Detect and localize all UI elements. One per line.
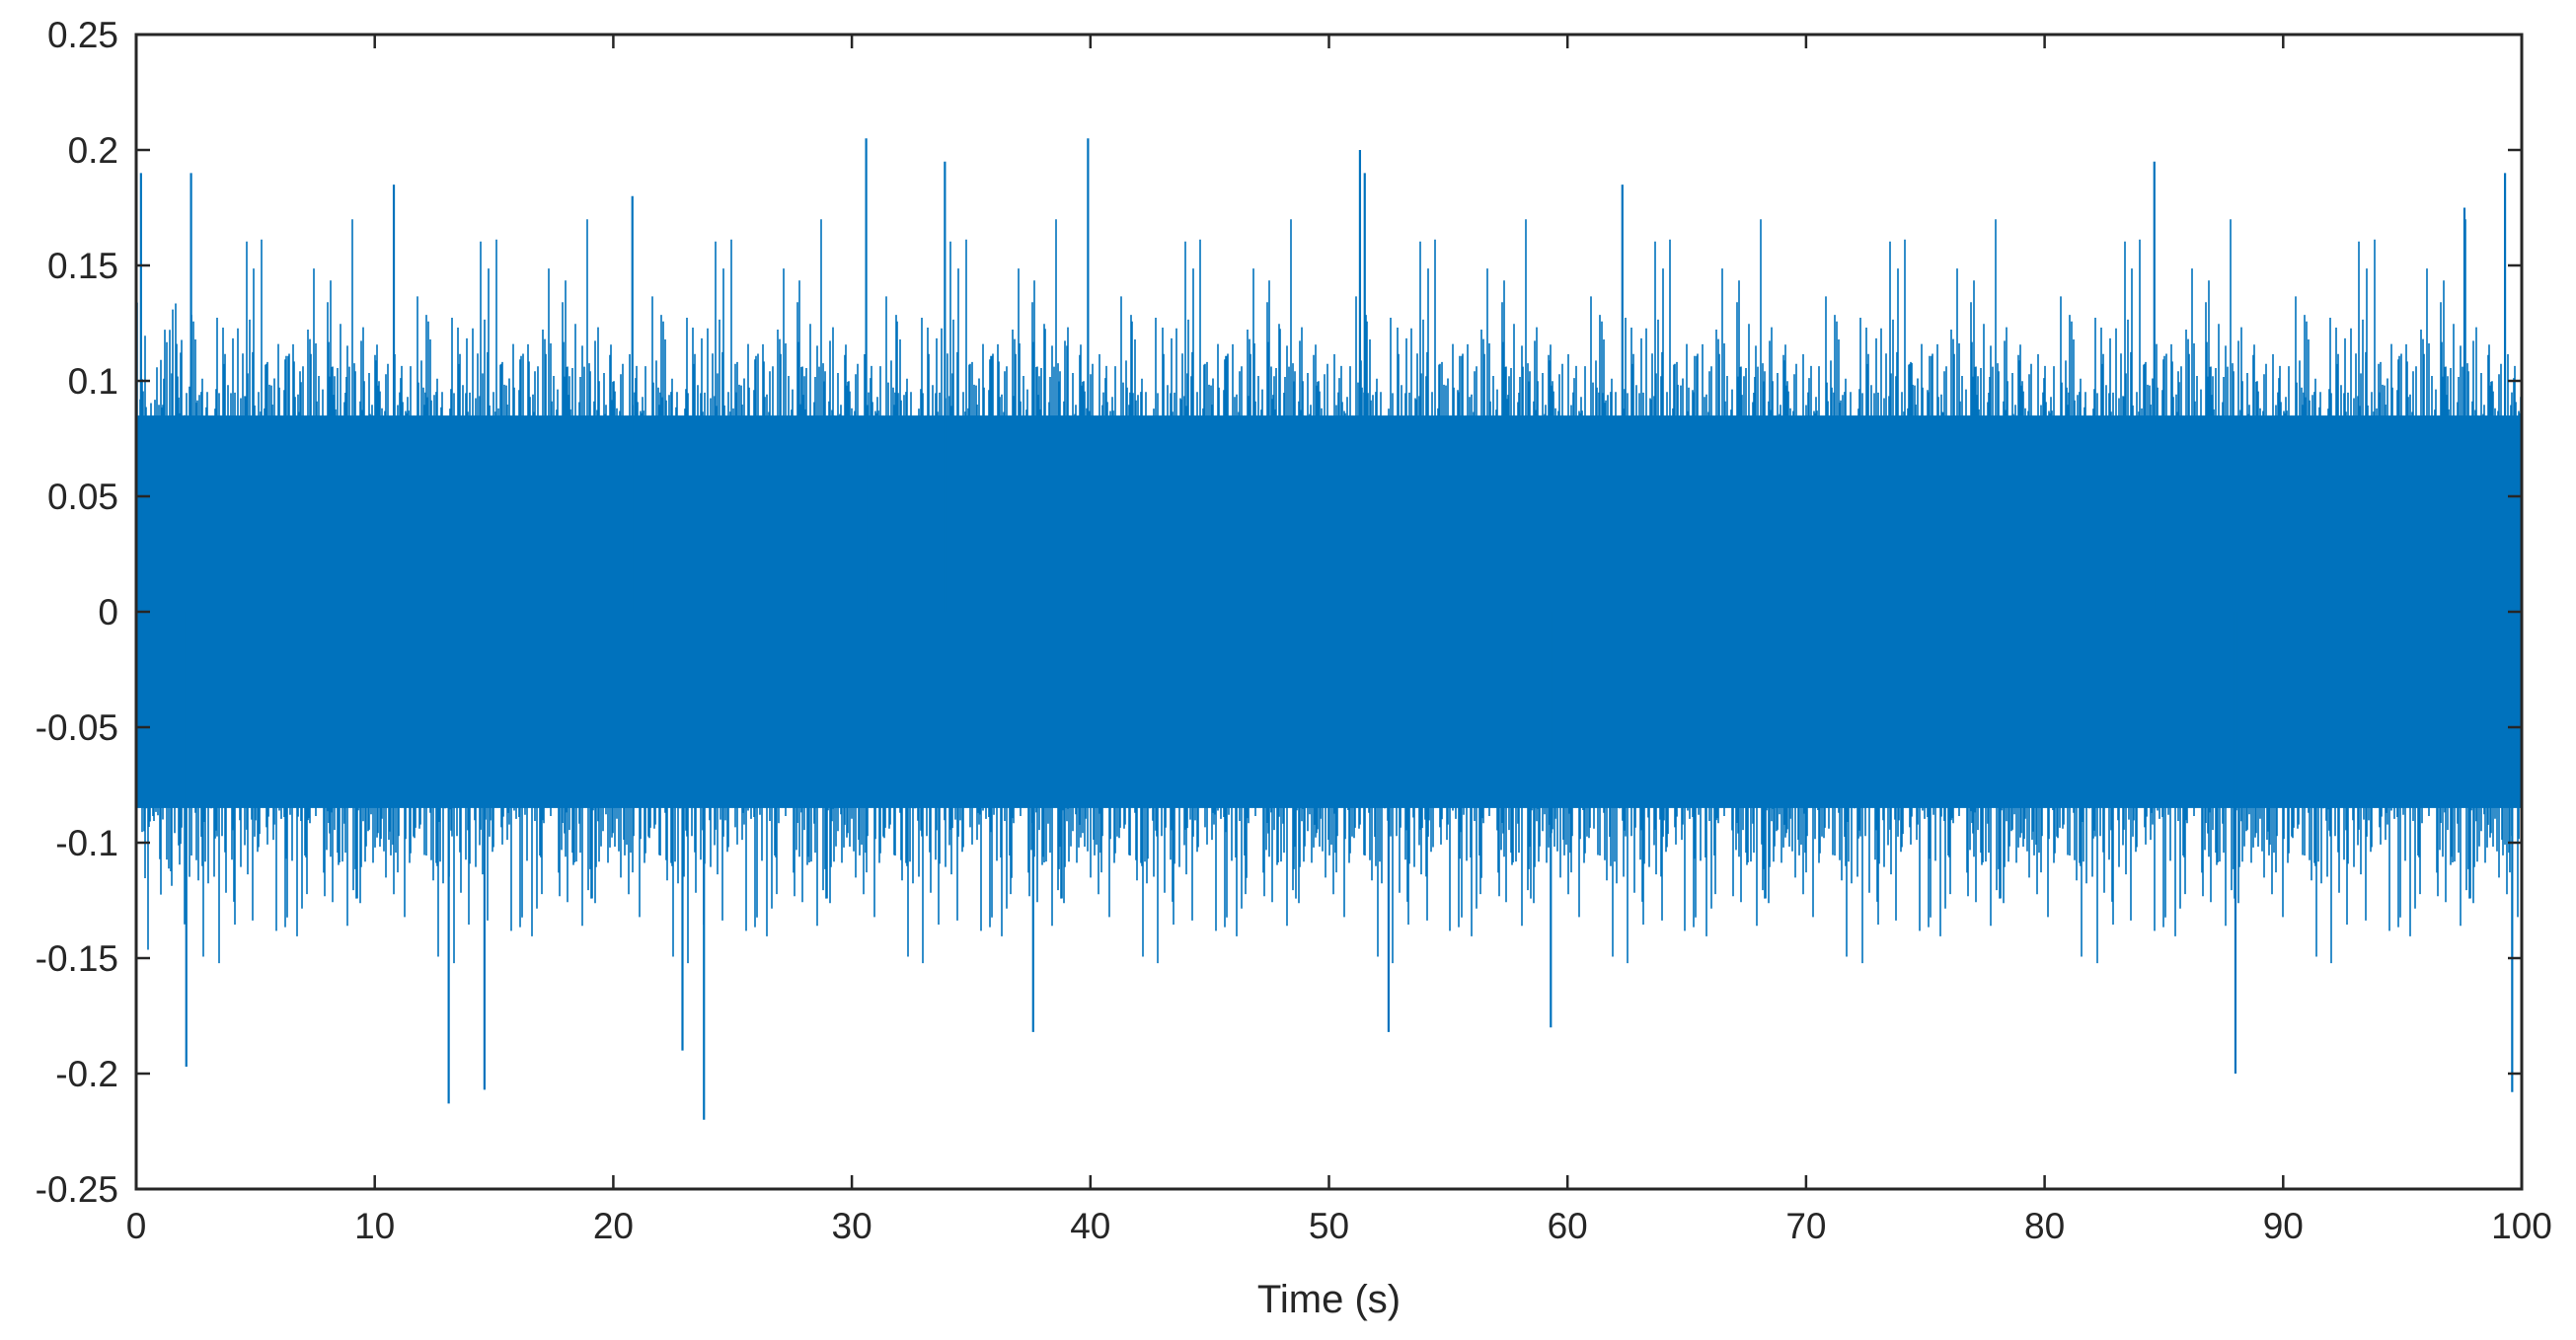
y-tick-label: 0 — [98, 592, 118, 633]
y-tick-label: -0.1 — [55, 823, 118, 863]
x-tick-label: 50 — [1309, 1206, 1349, 1246]
y-tick-label: -0.05 — [36, 707, 118, 748]
y-tick-label: -0.15 — [36, 938, 118, 979]
y-tick-label: 0.05 — [47, 477, 118, 517]
y-tick-label: 0.2 — [68, 130, 118, 171]
x-tick-label: 40 — [1070, 1206, 1110, 1246]
x-tick-label: 10 — [354, 1206, 395, 1246]
x-axis-label: Time (s) — [1257, 1278, 1401, 1321]
y-tick-label: -0.25 — [36, 1169, 118, 1210]
x-tick-label: 90 — [2263, 1206, 2304, 1246]
plot-area — [135, 138, 2523, 1120]
x-tick-label: 70 — [1785, 1206, 1826, 1246]
series-signal-core — [136, 415, 2522, 808]
x-tick-label: 20 — [593, 1206, 634, 1246]
x-tick-label: 30 — [832, 1206, 872, 1246]
axis-ticks: 0 10 20 30 40 50 60 70 80 90 100 0.25 0.2 0.15 0.1 0.05… — [36, 15, 2552, 1246]
y-tick-label: 0.15 — [47, 246, 118, 286]
y-tick-label: 0.25 — [47, 15, 118, 55]
x-tick-label: 60 — [1548, 1206, 1588, 1246]
x-tick-label: 100 — [2491, 1206, 2552, 1246]
x-tick-label: 80 — [2024, 1206, 2065, 1246]
y-tick-label: 0.1 — [68, 361, 118, 402]
y-tick-label: -0.2 — [55, 1054, 118, 1094]
x-tick-label: 0 — [126, 1206, 147, 1246]
